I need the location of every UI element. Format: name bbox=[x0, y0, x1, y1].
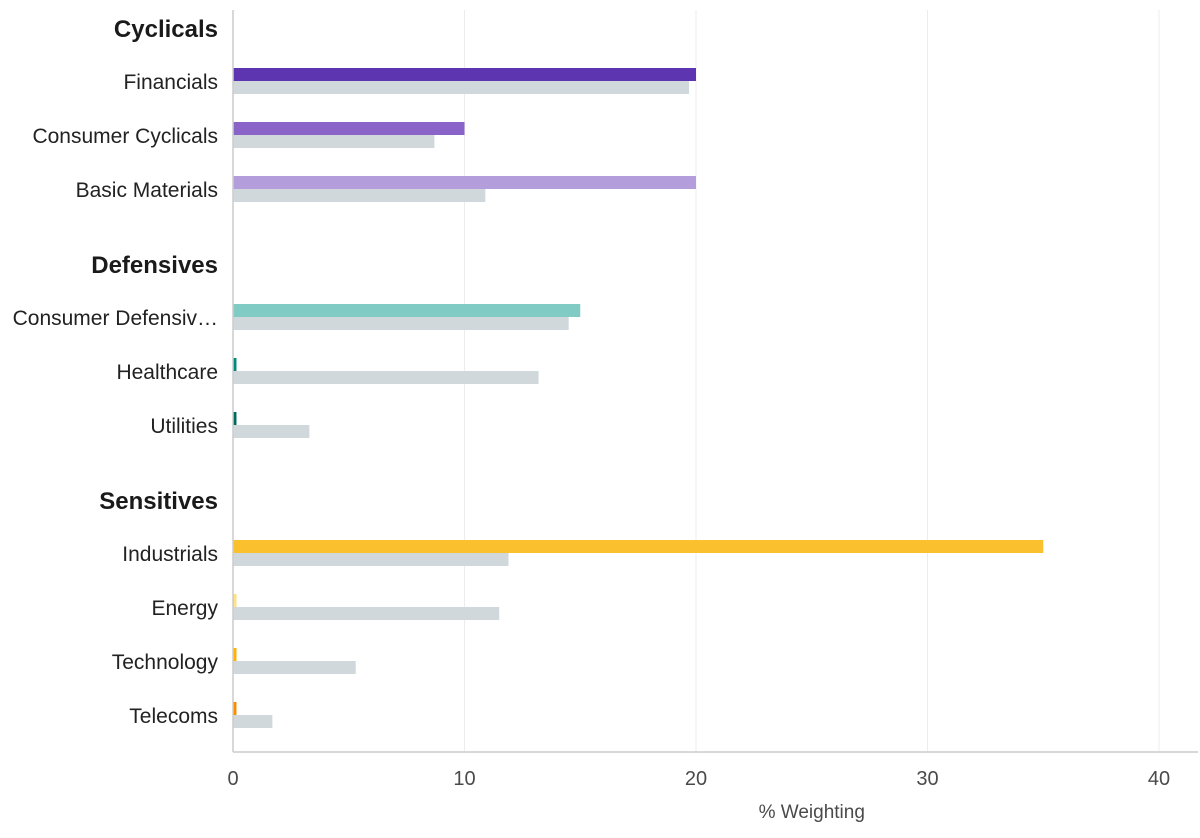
category-label: Technology bbox=[112, 651, 219, 674]
x-tick-label: 0 bbox=[227, 768, 238, 790]
group-label: Cyclicals bbox=[114, 16, 218, 43]
bar-benchmark bbox=[233, 135, 435, 148]
category-label: Telecoms bbox=[129, 705, 218, 728]
group-label: Defensives bbox=[91, 252, 218, 279]
bar-fund bbox=[233, 702, 237, 715]
x-tick-label: 40 bbox=[1148, 768, 1170, 790]
bar-benchmark bbox=[233, 661, 356, 674]
bar-benchmark bbox=[233, 371, 539, 384]
bars bbox=[233, 68, 1044, 728]
category-labels: Cyclicals Financials Consumer Cyclicals Bas… bbox=[13, 16, 219, 728]
gridlines bbox=[464, 10, 1160, 752]
category-label: Consumer Cyclicals bbox=[32, 125, 218, 148]
bar-fund bbox=[233, 68, 696, 81]
bar-fund bbox=[233, 594, 237, 607]
x-tick-label: 20 bbox=[685, 768, 707, 790]
category-label: Financials bbox=[123, 71, 218, 94]
category-label: Healthcare bbox=[116, 361, 218, 384]
category-label: Energy bbox=[151, 597, 218, 620]
bar-fund bbox=[233, 648, 237, 661]
x-tick-label: 30 bbox=[916, 768, 938, 790]
bar-benchmark bbox=[233, 425, 310, 438]
x-axis: % Weighting 0 10 20 30 40 bbox=[227, 10, 1198, 823]
bar-benchmark bbox=[233, 317, 569, 330]
bar-fund bbox=[233, 412, 237, 425]
category-label: Basic Materials bbox=[76, 179, 218, 202]
category-label: Industrials bbox=[122, 543, 218, 566]
bar-fund bbox=[233, 122, 465, 135]
bar-fund bbox=[233, 304, 581, 317]
bar-fund bbox=[233, 540, 1044, 553]
bar-fund bbox=[233, 358, 237, 371]
bar-benchmark bbox=[233, 553, 509, 566]
x-tick-label: 10 bbox=[453, 768, 475, 790]
bar-benchmark bbox=[233, 189, 486, 202]
bar-benchmark bbox=[233, 81, 690, 94]
category-label: Utilities bbox=[150, 415, 218, 438]
bar-fund bbox=[233, 176, 696, 189]
category-label: Consumer Defensiv… bbox=[13, 307, 218, 330]
x-axis-title: % Weighting bbox=[759, 802, 865, 823]
bar-benchmark bbox=[233, 715, 273, 728]
bar-benchmark bbox=[233, 607, 500, 620]
group-label: Sensitives bbox=[99, 488, 218, 515]
